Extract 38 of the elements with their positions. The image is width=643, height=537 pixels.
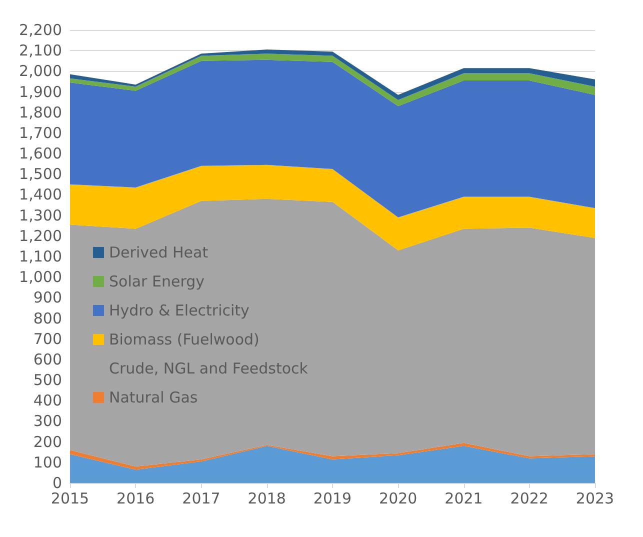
y-tick-label: 300: [33, 412, 62, 430]
y-tick-label: 0: [52, 474, 62, 492]
y-tick-label: 1,100: [19, 248, 62, 266]
legend-label: Derived Heat: [109, 244, 208, 262]
y-tick-label: 1,300: [19, 206, 62, 224]
x-tick-label: 2021: [444, 490, 483, 508]
series-label: Crude, NGL and Feedstock: [109, 360, 308, 378]
y-tick-label: 2,100: [19, 42, 62, 60]
y-tick-label: 1,400: [19, 186, 62, 204]
y-tick-label: 200: [33, 432, 62, 451]
y-tick-label: 900: [33, 288, 62, 307]
x-tick-label: 2018: [248, 490, 286, 508]
y-tick-label: 2,200: [19, 21, 62, 39]
legend-label: Hydro & Electricity: [109, 302, 250, 320]
y-tick-label: 2,000: [19, 62, 62, 80]
x-tick-label: 2019: [313, 490, 352, 508]
y-tick-label: 1,900: [19, 82, 62, 101]
y-tick-label: 1,700: [19, 124, 62, 142]
y-tick-label: 1,000: [19, 268, 62, 286]
y-tick-label: 1,500: [19, 165, 62, 184]
y-tick-label: 800: [33, 309, 62, 328]
y-tick-label: 1,600: [19, 144, 62, 163]
x-tick-label: 2022: [510, 490, 548, 508]
legend-label: Biomass (Fuelwood): [109, 330, 260, 348]
legend-label: Natural Gas: [109, 388, 198, 406]
y-tick-label: 1,200: [19, 226, 62, 245]
x-tick-label: 2020: [379, 490, 418, 508]
y-tick-label: 100: [33, 453, 62, 472]
y-tick-label: 1,800: [19, 103, 62, 122]
x-tick-label: 2023: [576, 490, 614, 508]
y-tick-label: 700: [33, 330, 62, 348]
y-tick-label: 400: [33, 392, 62, 410]
x-tick-label: 2017: [182, 490, 220, 508]
y-tick-label: 500: [33, 371, 62, 390]
x-tick-label: 2015: [50, 490, 90, 508]
legend-label: Solar Energy: [109, 272, 205, 290]
x-tick-label: 2016: [116, 490, 155, 508]
y-tick-label: 600: [33, 350, 62, 368]
